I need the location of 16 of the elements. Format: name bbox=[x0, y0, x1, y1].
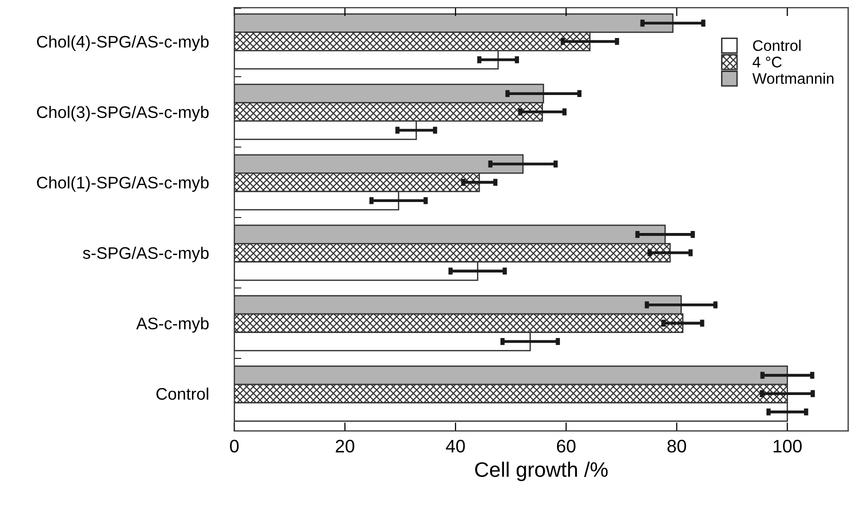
x-tick-label: 80 bbox=[667, 440, 686, 453]
x-tick-label: 100 bbox=[774, 440, 802, 453]
x-tick-label: 20 bbox=[336, 440, 354, 453]
legend-label: Control bbox=[753, 40, 801, 52]
y-tick-label: Chol(4)-SPG/AS-c-myb bbox=[37, 35, 209, 51]
legend-label: 4 °C bbox=[752, 56, 782, 68]
x-tick-label: 0 bbox=[230, 440, 239, 453]
legend-label: Wortmannin bbox=[752, 72, 834, 84]
y-tick-label: Control bbox=[156, 388, 208, 400]
y-tick-label: Chol(3)-SPG/AS-c-myb bbox=[37, 106, 209, 122]
x-tick-label: 60 bbox=[557, 440, 576, 453]
x-tick-label: 40 bbox=[446, 440, 465, 453]
y-tick-label: s-SPG/AS-c-myb bbox=[82, 246, 209, 262]
y-tick-label: AS-c-myb bbox=[136, 317, 209, 333]
y-tick-label: Chol(1)-SPG/AS-c-myb bbox=[37, 176, 209, 192]
x-axis-title: Cell growth /% bbox=[475, 462, 608, 482]
